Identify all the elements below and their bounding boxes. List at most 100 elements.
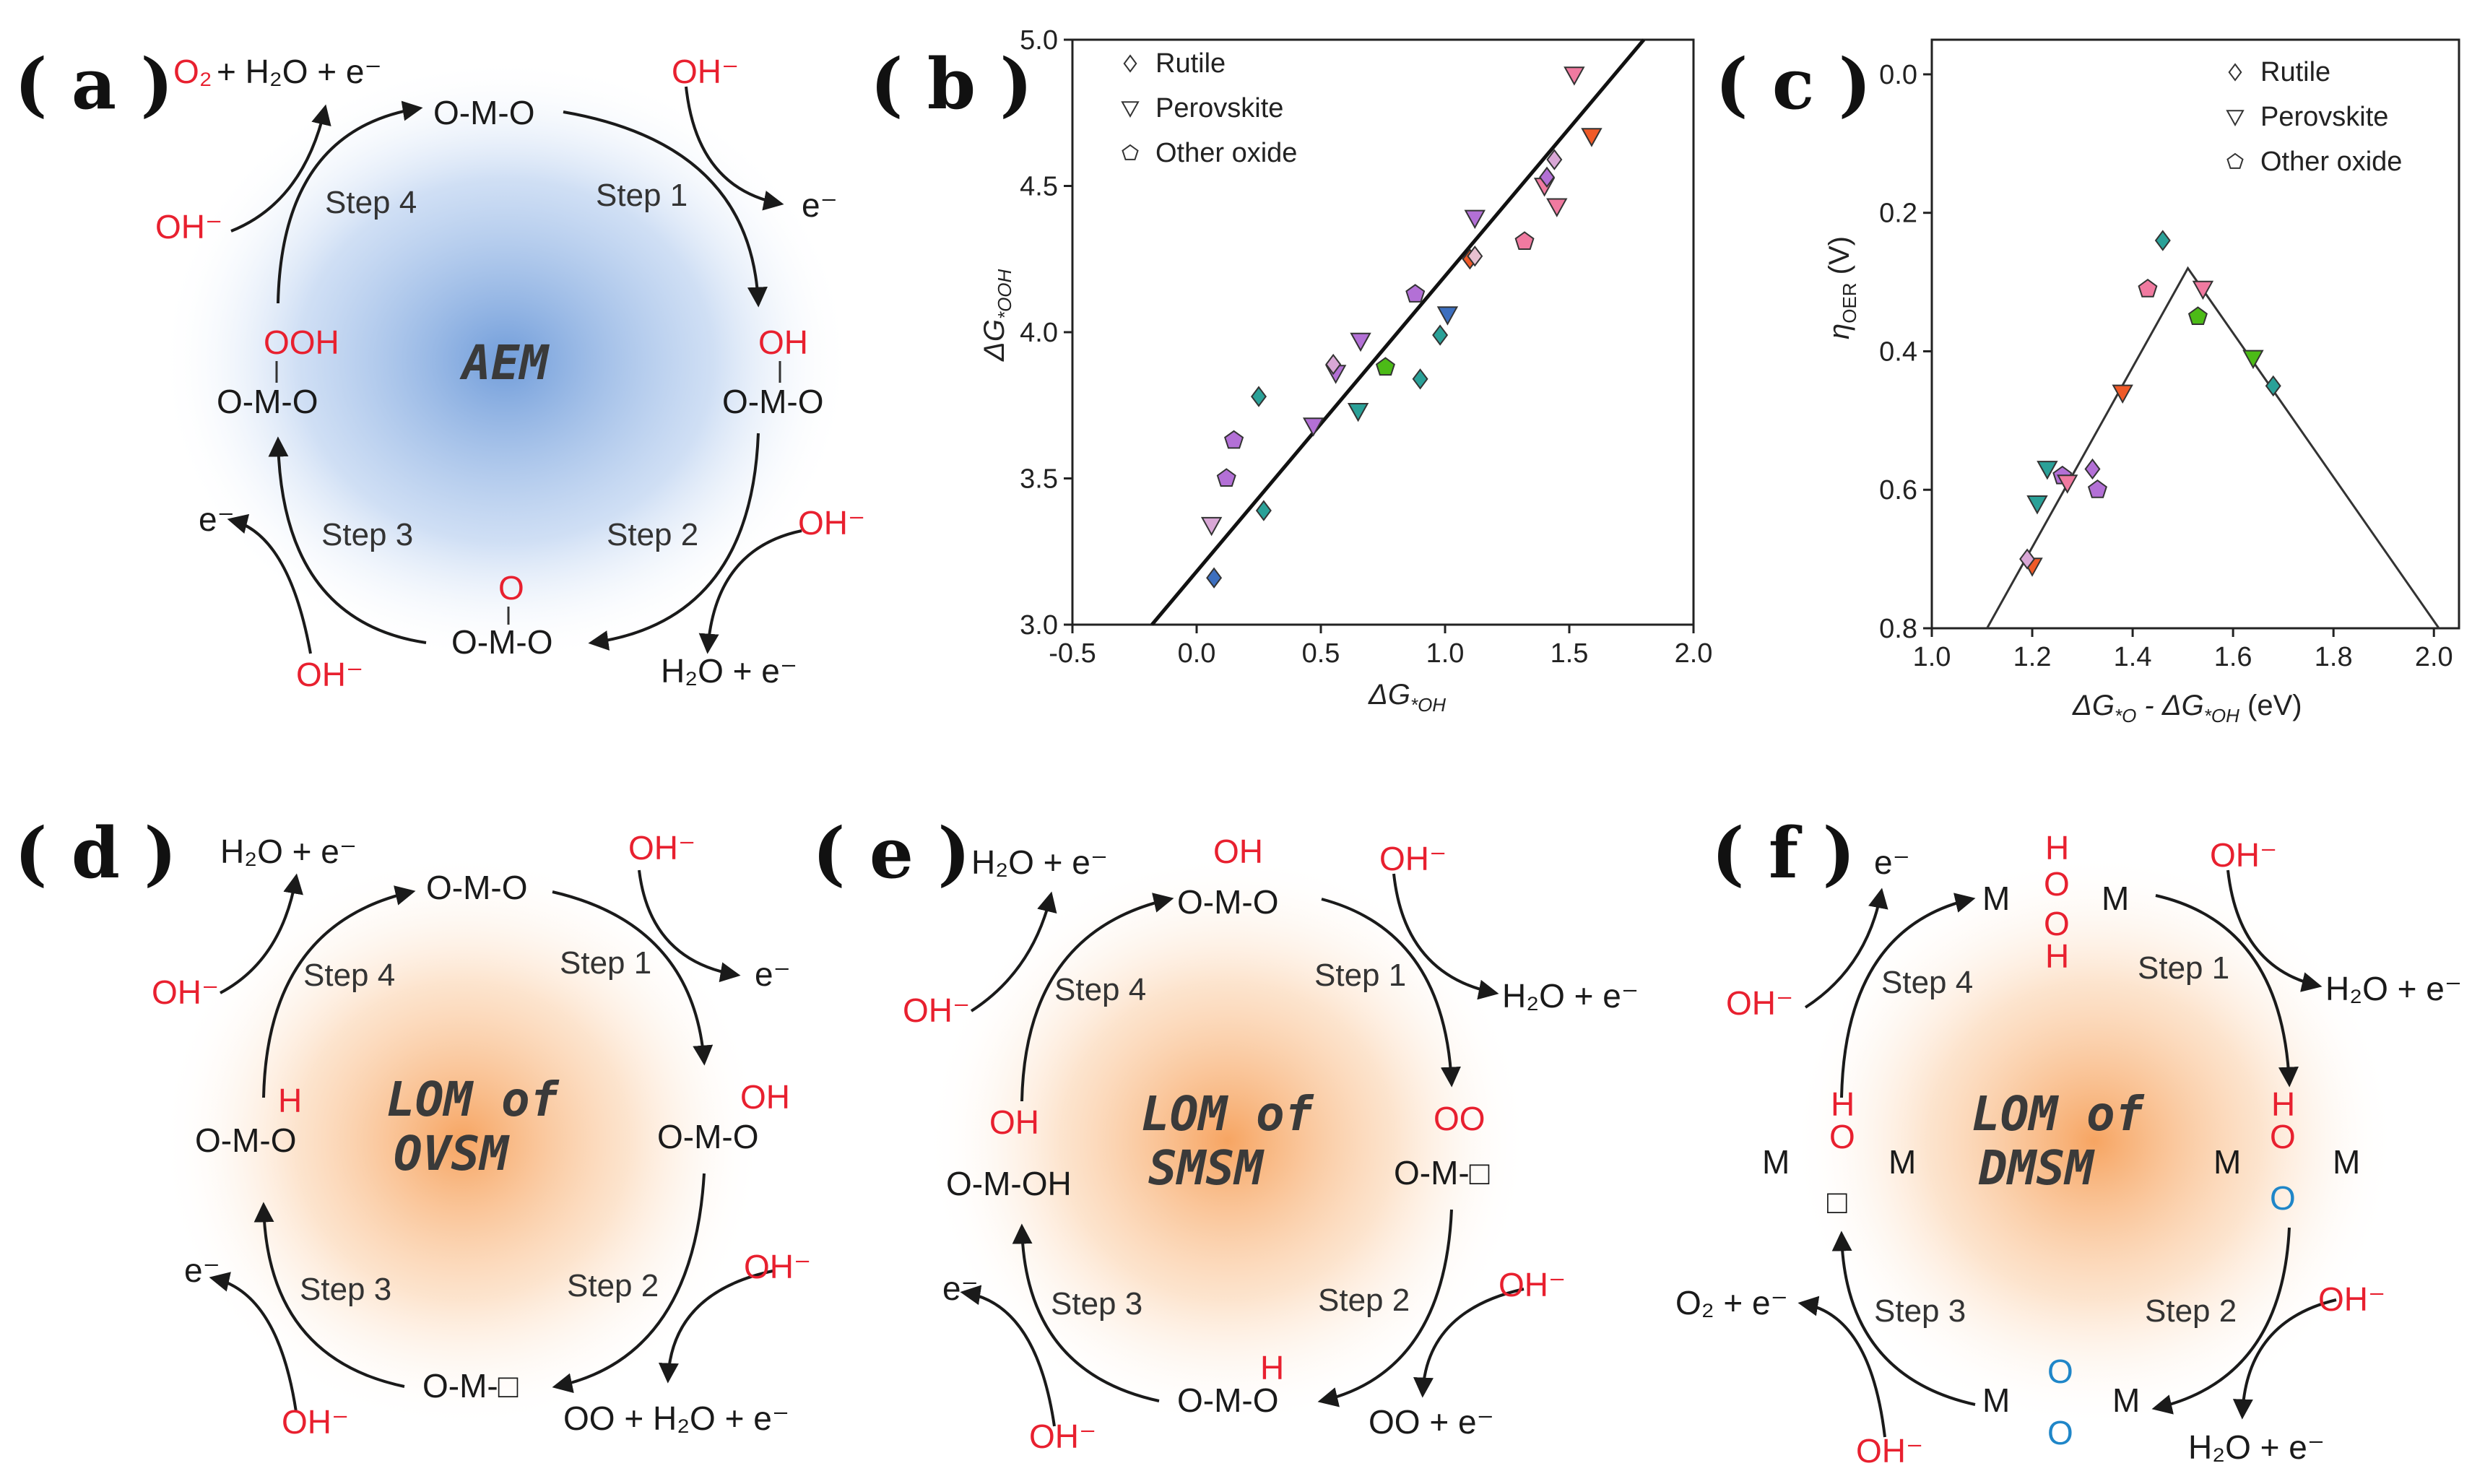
data-point: [1412, 368, 1428, 390]
dmsm-oh-4: OH⁻: [1726, 984, 1793, 1022]
legend-marker: [2226, 110, 2245, 127]
svg-text:M: M: [2333, 1143, 2360, 1181]
y-tick-label: 3.0: [1020, 610, 1058, 641]
svg-text:M: M: [1982, 1381, 2010, 1419]
y-tick-label: 4.0: [1020, 318, 1058, 348]
panel-b: ( b ) -0.5 0.0 0.5 1.0 1.5 2.0 3.0 3.5 4.0 4.5 5.0…: [870, 25, 1712, 716]
smsm-top-left: H₂O + e⁻: [971, 843, 1108, 881]
svg-text:O: O: [2047, 1353, 2073, 1390]
ovsm-bottom: O-M-□: [422, 1367, 519, 1405]
data-point: [2154, 230, 2171, 251]
panel-e: ( e ) LOM of SMSM OH O-M-O OO O-M-□ H O-…: [812, 812, 1639, 1455]
legend-marker: [2226, 152, 2244, 169]
smsm-step3: Step 3: [1051, 1286, 1142, 1322]
data-point: [1216, 468, 1236, 487]
legend-label: Other oxide: [2260, 147, 2402, 177]
data-point: [2112, 384, 2133, 404]
legend-marker: [1123, 54, 1137, 73]
svg-text:M: M: [2112, 1381, 2140, 1419]
x-tick-label: 1.8: [2315, 642, 2353, 672]
panel-b-label: ( b ): [870, 43, 1033, 125]
svg-text:M: M: [1982, 880, 2010, 917]
aem-top-species: O-M-O: [433, 94, 535, 131]
data-point: [2242, 350, 2264, 370]
svg-text:□: □: [1827, 1183, 1847, 1220]
smsm-top: O-M-O: [1177, 883, 1279, 921]
data-point: [1350, 332, 1371, 352]
data-point: [1347, 402, 1369, 422]
dmsm-bottom-structure: M O O M: [1982, 1353, 2140, 1452]
svg-text:M: M: [1888, 1143, 1916, 1181]
chart-c-frame: [1930, 38, 2460, 630]
x-tick-label: 1.2: [2013, 642, 2052, 672]
aem-left-ooh: OOH: [264, 324, 339, 361]
panel-c-label: ( c ): [1715, 43, 1871, 125]
aem-center-label: AEM: [459, 335, 550, 391]
dmsm-step4: Step 4: [1881, 965, 1973, 1000]
ovsm-step2: Step 2: [567, 1268, 659, 1303]
data-point: [1405, 284, 1426, 303]
aem-oh-2: OH⁻: [798, 504, 865, 542]
dmsm-left-structure: H O M M □: [1762, 1085, 1916, 1220]
y-tick-label: 4.5: [1020, 172, 1058, 202]
data-point: [1224, 430, 1244, 449]
data-point: [1514, 231, 1535, 250]
dmsm-step3: Step 3: [1874, 1293, 1966, 1329]
x-tick-label: 1.0: [1913, 642, 1951, 672]
dmsm-glow: [1791, 852, 2398, 1430]
aem-o2: O₂: [173, 53, 212, 90]
svg-text:M: M: [2213, 1143, 2241, 1181]
data-point: [1200, 516, 1223, 537]
ovsm-right-oh: OH: [740, 1078, 790, 1116]
legend-marker: [1121, 101, 1140, 118]
y-tick-label: 0.6: [1879, 475, 1917, 505]
aem-oh-3: OH⁻: [296, 656, 363, 693]
svg-text:O: O: [1829, 1118, 1855, 1155]
data-point: [1467, 246, 1483, 267]
x-tick-label: 1.4: [2114, 642, 2152, 672]
data-point: [2192, 280, 2214, 300]
aem-step2: Step 2: [607, 517, 698, 552]
x-tick-label: 2.0: [2415, 642, 2453, 672]
data-point: [1432, 324, 1449, 346]
chart-c-plot: 1.0 1.2 1.4 1.6 1.8 2.0 0.0 0.2 0.4 0.6 0.8 Rutile P…: [1879, 57, 2453, 672]
data-point: [1302, 417, 1324, 437]
panel-a-label: ( a ): [14, 43, 173, 125]
panel-f-label: ( f ): [1712, 812, 1855, 894]
data-point: [1206, 567, 1223, 589]
data-point: [1375, 357, 1395, 376]
aem-step3: Step 3: [321, 517, 413, 552]
legend-marker: [2228, 63, 2242, 82]
ovsm-oh-1: OH⁻: [628, 829, 695, 867]
dmsm-left: O₂ + e⁻: [1675, 1284, 1788, 1322]
ovsm-e-3: e⁻: [184, 1251, 220, 1289]
aem-right-species: O-M-O: [722, 383, 824, 420]
smsm-e-3: e⁻: [942, 1270, 979, 1307]
data-point: [1251, 386, 1267, 407]
y-tick-label: 3.5: [1020, 464, 1058, 495]
svg-text:O: O: [2044, 905, 2070, 942]
smsm-oh-3: OH⁻: [1029, 1418, 1096, 1455]
dmsm-e-4: e⁻: [1874, 843, 1910, 881]
chart-b-ylabel: ΔG*OOH: [979, 269, 1015, 362]
ovsm-step4: Step 4: [303, 958, 395, 993]
data-point: [2026, 495, 2048, 515]
legend-label: Perovskite: [2260, 102, 2388, 132]
dmsm-top-right: H₂O + e⁻: [2325, 970, 2462, 1007]
aem-left-species: O-M-O: [217, 383, 318, 420]
dmsm-oh-1: OH⁻: [2210, 836, 2277, 874]
aem-bottom-o: O: [498, 569, 524, 607]
ovsm-top-left: H₂O + e⁻: [220, 833, 357, 870]
svg-text:O: O: [2047, 1414, 2073, 1452]
aem-o2-rest: + H₂O + e⁻: [217, 53, 382, 90]
ovsm-oh-4: OH⁻: [152, 973, 219, 1011]
aem-h2o-e: H₂O + e⁻: [661, 652, 797, 690]
volcano-line: [1986, 266, 2440, 629]
data-point: [1325, 353, 1342, 376]
ovsm-oh-2: OH⁻: [744, 1248, 811, 1285]
ovsm-center-2: OVSM: [394, 1126, 510, 1181]
aem-step1: Step 1: [596, 178, 688, 213]
aem-e-1: e⁻: [802, 186, 838, 224]
dmsm-center-2: DMSM: [1978, 1140, 2095, 1196]
y-tick-label: 0.8: [1879, 614, 1917, 644]
